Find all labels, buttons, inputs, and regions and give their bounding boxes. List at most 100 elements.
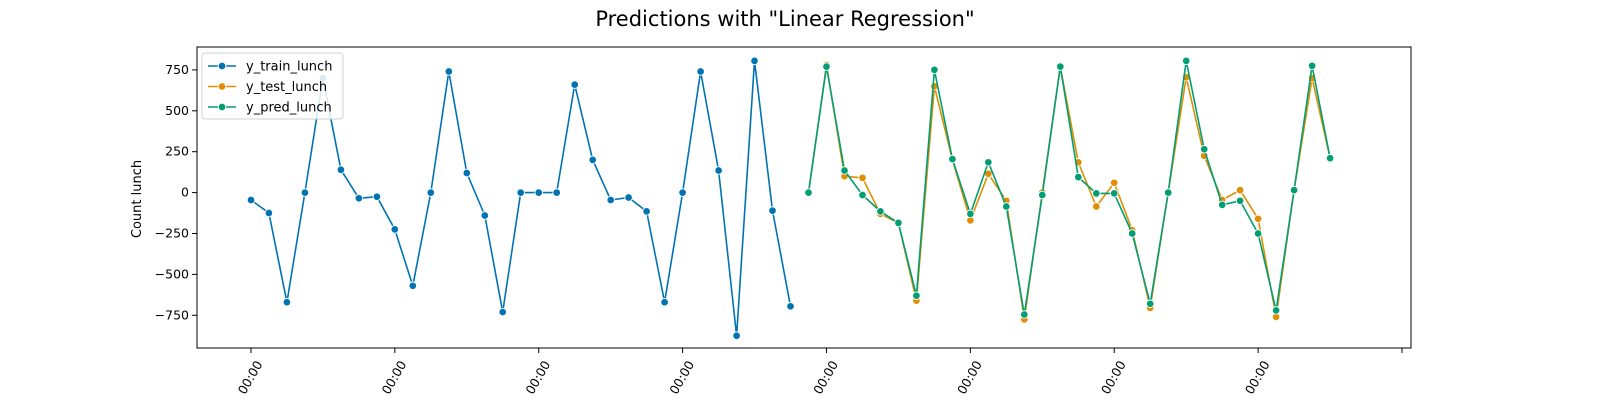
chart-title: Predictions with "Linear Regression" bbox=[595, 7, 974, 31]
x-tick-label: 00:00 bbox=[235, 358, 266, 397]
data-point bbox=[1253, 229, 1263, 238]
data-point bbox=[786, 302, 795, 311]
data-point bbox=[750, 56, 759, 66]
y-axis-label: Count lunch bbox=[130, 160, 145, 238]
data-point bbox=[1307, 61, 1317, 71]
data-point bbox=[300, 188, 310, 197]
x-tick-label: 00:00 bbox=[954, 358, 985, 397]
data-point bbox=[1181, 56, 1191, 66]
data-point bbox=[1145, 299, 1155, 309]
data-point bbox=[390, 225, 400, 234]
data-point bbox=[732, 331, 741, 340]
data-point bbox=[1020, 310, 1029, 319]
data-point bbox=[1109, 178, 1119, 188]
y-tick-label: −500 bbox=[155, 266, 189, 281]
data-point bbox=[480, 211, 490, 220]
legend-swatch-marker bbox=[217, 61, 227, 71]
data-point bbox=[894, 218, 903, 228]
data-point bbox=[534, 188, 543, 197]
data-point bbox=[1092, 189, 1101, 198]
legend-label: y_test_lunch bbox=[246, 80, 327, 95]
series-y_test_lunch bbox=[804, 60, 1335, 324]
data-point bbox=[1163, 188, 1173, 197]
data-point bbox=[858, 173, 867, 183]
x-tick-label: 00:00 bbox=[1242, 358, 1273, 397]
data-point bbox=[426, 188, 436, 197]
data-point bbox=[552, 188, 561, 197]
data-point bbox=[1092, 202, 1101, 211]
data-point bbox=[984, 158, 993, 167]
x-tick-label: 00:00 bbox=[378, 358, 409, 397]
legend-label: y_train_lunch bbox=[246, 60, 332, 75]
data-point bbox=[570, 80, 579, 89]
data-point bbox=[1038, 190, 1047, 200]
data-point bbox=[498, 307, 507, 317]
series-line bbox=[807, 60, 1331, 316]
data-point bbox=[264, 208, 274, 218]
data-point bbox=[804, 188, 813, 197]
data-point bbox=[588, 155, 597, 165]
data-point bbox=[678, 188, 687, 197]
data-point bbox=[462, 168, 472, 178]
legend-swatch-marker bbox=[217, 82, 227, 91]
data-point bbox=[1271, 306, 1281, 315]
data-point bbox=[354, 194, 364, 203]
legend-label: y_pred_lunch bbox=[246, 101, 332, 116]
data-point bbox=[1253, 214, 1263, 224]
x-tick-label: 00:00 bbox=[666, 358, 697, 397]
x-tick-label: 00:00 bbox=[810, 358, 841, 397]
series-line bbox=[807, 64, 1331, 321]
data-point bbox=[1235, 196, 1245, 206]
data-point bbox=[1074, 172, 1083, 182]
data-point bbox=[696, 67, 705, 76]
data-point bbox=[876, 207, 885, 216]
data-point bbox=[1127, 229, 1137, 238]
x-axis: 00:00 00:00 00:00 00:00 00:00 00:00 00:00 00:00 bbox=[235, 348, 1403, 397]
data-point bbox=[372, 192, 382, 201]
data-point bbox=[822, 62, 831, 71]
y-tick-label: 250 bbox=[165, 144, 189, 159]
y-tick-label: 750 bbox=[165, 62, 189, 77]
series-y_train_lunch bbox=[246, 56, 795, 340]
data-point bbox=[840, 166, 849, 175]
data-point bbox=[768, 206, 777, 215]
data-point bbox=[948, 154, 957, 164]
plot-frame bbox=[196, 46, 1412, 349]
y-tick-label: 0 bbox=[181, 185, 189, 200]
data-point bbox=[1056, 62, 1065, 71]
y-tick-label: −750 bbox=[155, 307, 189, 322]
data-point bbox=[246, 195, 256, 205]
legend-box bbox=[201, 52, 344, 120]
data-point bbox=[1289, 185, 1299, 195]
legend: y_train_lunch y_test_lunch y_pred_lunch bbox=[201, 52, 344, 120]
data-point bbox=[660, 297, 669, 307]
series-layer bbox=[246, 56, 1335, 340]
data-point bbox=[1199, 144, 1209, 154]
data-point bbox=[966, 209, 975, 219]
data-point bbox=[1217, 200, 1227, 210]
data-point bbox=[642, 207, 651, 216]
data-point bbox=[930, 65, 939, 75]
y-axis: 750 500 250 0 −250 −500 −750 bbox=[155, 62, 197, 322]
data-point bbox=[624, 193, 633, 202]
x-tick-label: 00:00 bbox=[1098, 358, 1129, 397]
data-point bbox=[1325, 153, 1335, 163]
x-tick-label: 00:00 bbox=[522, 358, 553, 397]
data-point bbox=[858, 190, 867, 200]
data-point bbox=[444, 67, 454, 76]
data-point bbox=[408, 281, 418, 291]
legend-swatch-marker bbox=[217, 102, 227, 112]
data-point bbox=[336, 165, 346, 174]
data-point bbox=[1235, 185, 1245, 195]
data-point bbox=[714, 166, 723, 175]
data-point bbox=[912, 291, 921, 300]
plot-area bbox=[196, 46, 1412, 349]
data-point bbox=[1002, 202, 1011, 211]
data-point bbox=[1109, 189, 1119, 198]
y-tick-label: −250 bbox=[155, 225, 189, 240]
y-tick-label: 500 bbox=[165, 103, 189, 118]
series-y_pred_lunch bbox=[804, 56, 1335, 319]
data-point bbox=[516, 188, 525, 197]
data-point bbox=[606, 195, 615, 205]
